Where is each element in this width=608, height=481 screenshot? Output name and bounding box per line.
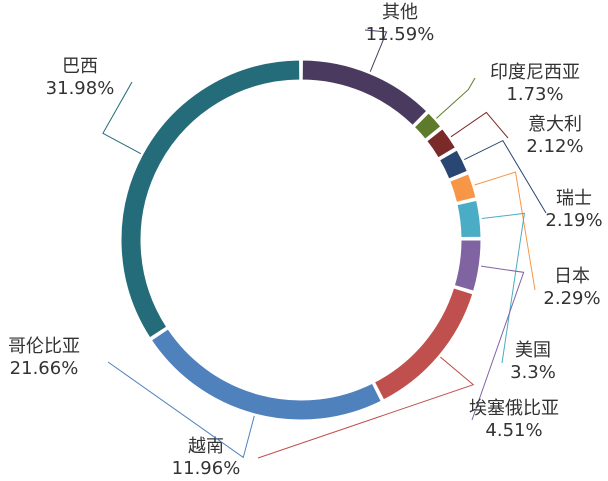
slice-label-value-2: 2.12% <box>526 136 583 157</box>
leader-line-1 <box>436 77 476 119</box>
donut-slice-8 <box>150 328 382 421</box>
slice-label-name-9: 巴西 <box>62 56 98 77</box>
slice-label-name-2: 意大利 <box>528 114 582 135</box>
slice-label-name-4: 日本 <box>554 266 590 287</box>
donut-slice-3 <box>438 149 469 180</box>
slice-label-name-1: 印度尼西亚 <box>490 62 580 83</box>
slice-label-value-3: 2.19% <box>545 210 602 231</box>
slice-label-name-6: 埃塞俄比亚 <box>469 398 559 419</box>
donut-slice-6 <box>453 239 482 292</box>
leader-line-9 <box>102 81 142 155</box>
leader-line-2 <box>450 111 509 139</box>
slice-label-value-6: 4.51% <box>485 420 542 441</box>
slice-label-name-5: 美国 <box>515 340 551 361</box>
slice-label-name-7: 越南 <box>188 436 224 457</box>
leader-line-7 <box>257 356 475 459</box>
slice-label-value-1: 1.73% <box>506 84 563 105</box>
slice-label-value-0: 11.59% <box>366 24 435 45</box>
donut-slice-4 <box>449 173 477 203</box>
slice-label-value-7: 11.96% <box>172 458 241 479</box>
leader-line-3 <box>464 139 547 214</box>
donut-slice-1 <box>413 112 442 140</box>
slice-label-value-9: 31.98% <box>46 78 115 99</box>
leader-line-0 <box>364 29 388 72</box>
slice-label-value-8: 21.66% <box>10 358 79 379</box>
leader-line-4 <box>474 171 536 291</box>
donut-slice-9 <box>120 59 301 339</box>
leader-line-6 <box>471 265 525 421</box>
donut-slice-2 <box>426 128 457 159</box>
slice-label-name-3: 瑞士 <box>556 188 592 209</box>
slice-label-value-5: 3.3% <box>510 362 556 383</box>
donut-slice-5 <box>456 199 482 239</box>
donut-slice-7 <box>373 287 474 401</box>
slice-label-value-4: 2.29% <box>543 288 600 309</box>
leader-line-8 <box>107 361 255 459</box>
donut-slice-0 <box>301 59 428 127</box>
slice-label-name-0: 其他 <box>382 2 418 23</box>
slice-label-name-8: 哥伦比亚 <box>8 336 80 357</box>
